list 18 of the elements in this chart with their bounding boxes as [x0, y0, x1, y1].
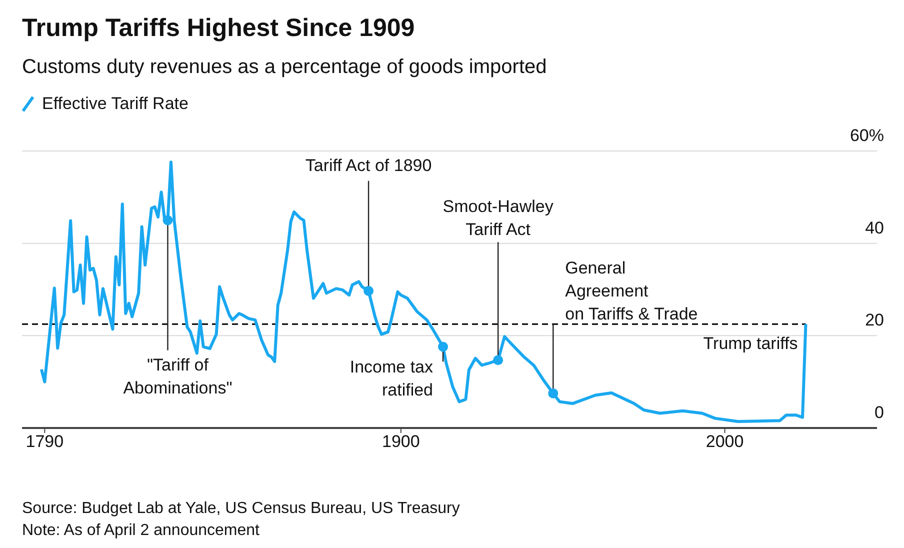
chart-title: Trump Tariffs Highest Since 1909: [22, 14, 415, 43]
x-tick-label: 1790: [26, 432, 64, 452]
y-tick-label: 40: [865, 218, 884, 238]
chart-subtitle: Customs duty revenues as a percentage of goods imported: [22, 56, 547, 79]
source-note: Source: Budget Lab at Yale, US Census Bureau, US Treasury: [22, 500, 460, 518]
annotation: Tariff Act of 1890: [305, 156, 432, 175]
annotation: Smoot-Hawley Tariff Act: [442, 197, 554, 240]
legend-label: Effective Tariff Rate: [42, 94, 188, 114]
y-tick-label: 60%: [850, 126, 884, 145]
annotation: "Tariff of Abominations": [123, 355, 232, 398]
ref-line-label: Trump tariffs: [703, 334, 798, 354]
y-tick-label: 0: [874, 403, 884, 422]
annotation: Income tax ratified: [350, 358, 434, 400]
annotation: General Agreement on Tariffs & Trade: [565, 258, 698, 324]
y-tick-label: 20: [865, 310, 884, 330]
text: Note: As of April 2 announcement: [22, 522, 260, 540]
x-tick-label: 2000: [706, 432, 744, 452]
x-tick-label: 1900: [382, 432, 420, 452]
